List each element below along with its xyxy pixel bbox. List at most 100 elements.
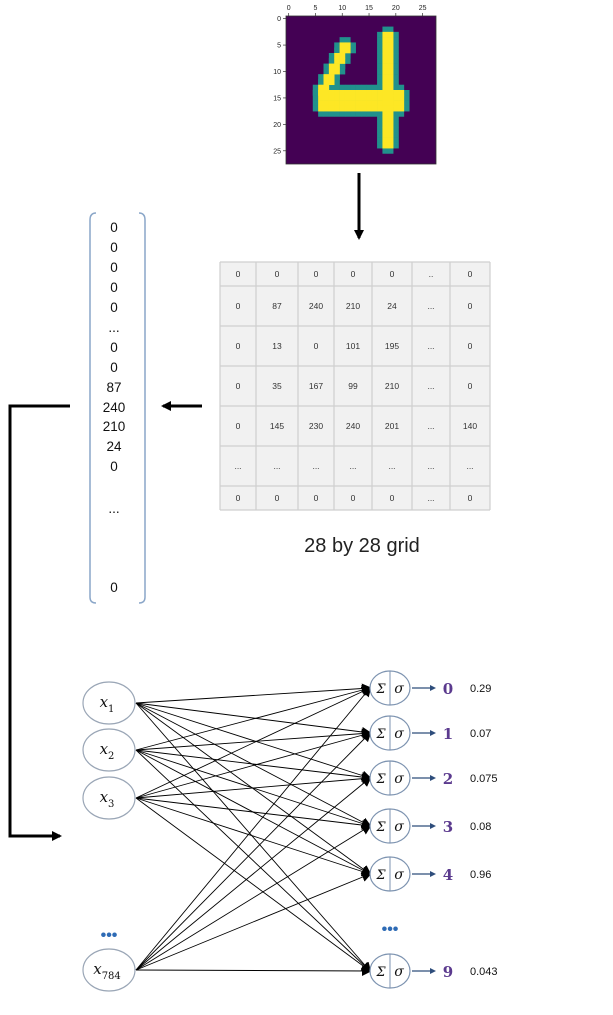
output-probability: 0.08 xyxy=(470,821,491,833)
output-probability: 0.96 xyxy=(470,869,491,881)
digit-pixel-edge xyxy=(387,26,394,33)
output-digit: 1 xyxy=(443,725,453,743)
input-node-ellipse xyxy=(82,681,136,725)
digit-pixel xyxy=(318,105,324,112)
digit-pixel-edge xyxy=(312,90,319,96)
network-edge xyxy=(135,686,372,971)
grid-cell: ... xyxy=(273,461,280,471)
digit-pixel xyxy=(318,95,324,101)
input-node-ellipse xyxy=(82,728,136,772)
digit-pixel xyxy=(355,105,362,112)
digit-pixel xyxy=(382,58,389,64)
digit-pixel xyxy=(387,95,394,101)
grid-cell: 0 xyxy=(468,341,473,351)
pixel-grid-table: 0 0 0 0 0.. 0 0 87 240 210 24... 0 0 13 0 101 195... 0 0 35… xyxy=(219,261,491,511)
digit-pixel-edge xyxy=(398,111,405,117)
digit-pixel xyxy=(339,53,346,59)
input-node-label: x784 xyxy=(93,960,121,982)
digit-pixel xyxy=(382,42,389,49)
digit-pixel-edge xyxy=(393,58,399,64)
input-node-label: x3 xyxy=(100,788,115,810)
digit-pixel xyxy=(387,137,394,144)
vector-value: 0 xyxy=(110,220,118,235)
digit-pixel-edge xyxy=(361,84,367,91)
digit-pixel-edge xyxy=(393,132,399,138)
input-node: x1 xyxy=(82,681,136,725)
output-arrowhead xyxy=(430,685,436,691)
digit-pixel xyxy=(382,79,389,86)
grid-cell: 35 xyxy=(272,381,282,391)
sigma-symbol: σ xyxy=(394,771,404,787)
sigma-symbol: σ xyxy=(394,867,404,883)
digit-pixel-edge xyxy=(371,84,378,91)
digit-pixel-edge xyxy=(393,47,399,54)
network-edge xyxy=(135,730,372,799)
network-edge xyxy=(135,686,372,799)
grid-cell: ... xyxy=(388,461,395,471)
digit-pixel xyxy=(387,127,394,133)
digit-pixel xyxy=(344,95,351,101)
digit-pixel xyxy=(393,90,399,96)
digit-pixel xyxy=(398,90,405,96)
vector-value: 0 xyxy=(110,580,118,595)
digit-pixel-edge xyxy=(393,116,399,123)
digit-pixel-edge xyxy=(377,74,383,80)
output-digit: 3 xyxy=(443,818,453,836)
digit-pixel-edge xyxy=(350,47,356,54)
network-edge xyxy=(135,965,372,976)
digit-pixel xyxy=(387,84,394,91)
digit-pixel-edge xyxy=(318,79,324,86)
digit-pixel xyxy=(393,100,399,107)
mnist-digit-image: 0 5 10 15 20 25 0 5 10 15 20 25 xyxy=(273,5,437,165)
digit-pixel xyxy=(366,95,373,101)
grid-cell: 230 xyxy=(309,421,323,431)
output-arrowhead xyxy=(430,823,436,829)
x-tick-label: 15 xyxy=(365,5,373,12)
digit-pixel xyxy=(371,100,378,107)
network-edge xyxy=(135,683,372,704)
digit-pixel xyxy=(382,74,389,80)
digit-pixel-edge xyxy=(403,105,410,112)
digit-pixel-edge xyxy=(377,142,383,149)
digit-pixel xyxy=(387,142,394,149)
digit-pixel xyxy=(387,37,394,43)
x-tick-label: 20 xyxy=(392,5,400,12)
digit-pixel xyxy=(318,84,324,91)
digit-pixel xyxy=(382,111,389,117)
digit-pixel-edge xyxy=(366,84,373,91)
network-edge xyxy=(135,797,372,877)
vector-value: 0 xyxy=(110,240,118,255)
digit-pixel xyxy=(387,31,394,38)
output-probability: 0.075 xyxy=(470,773,498,785)
digit-pixel-edge xyxy=(377,132,383,138)
network-edge xyxy=(135,702,372,781)
output-digit: 2 xyxy=(443,770,453,788)
grid-cell: 0 xyxy=(314,269,319,279)
sum-symbol: Σ xyxy=(375,868,386,883)
grid-cell: 99 xyxy=(348,381,358,391)
sum-symbol: Σ xyxy=(375,820,386,835)
network-edge xyxy=(135,728,372,751)
digit-pixel xyxy=(339,47,346,54)
vector-value: 0 xyxy=(110,360,118,375)
digit-pixel xyxy=(382,37,389,43)
digit-pixel-edge xyxy=(393,37,399,43)
digit-pixel xyxy=(366,105,373,112)
vector-value: 0 xyxy=(110,300,118,315)
grid-cell: ... xyxy=(234,461,241,471)
digit-pixel-edge xyxy=(377,37,383,43)
digit-pixel xyxy=(382,31,389,38)
digit-pixel-edge xyxy=(334,42,340,49)
digit-pixel-edge xyxy=(339,111,346,117)
digit-pixel-edge xyxy=(323,111,330,117)
digit-pixel xyxy=(387,74,394,80)
digit-pixel-edge xyxy=(377,42,383,49)
grid-cell: ... xyxy=(312,461,319,471)
network-edge xyxy=(135,797,372,831)
digit-pixel xyxy=(387,105,394,112)
digit-pixel-edge xyxy=(393,111,399,117)
grid-cell: 0 xyxy=(275,493,280,503)
